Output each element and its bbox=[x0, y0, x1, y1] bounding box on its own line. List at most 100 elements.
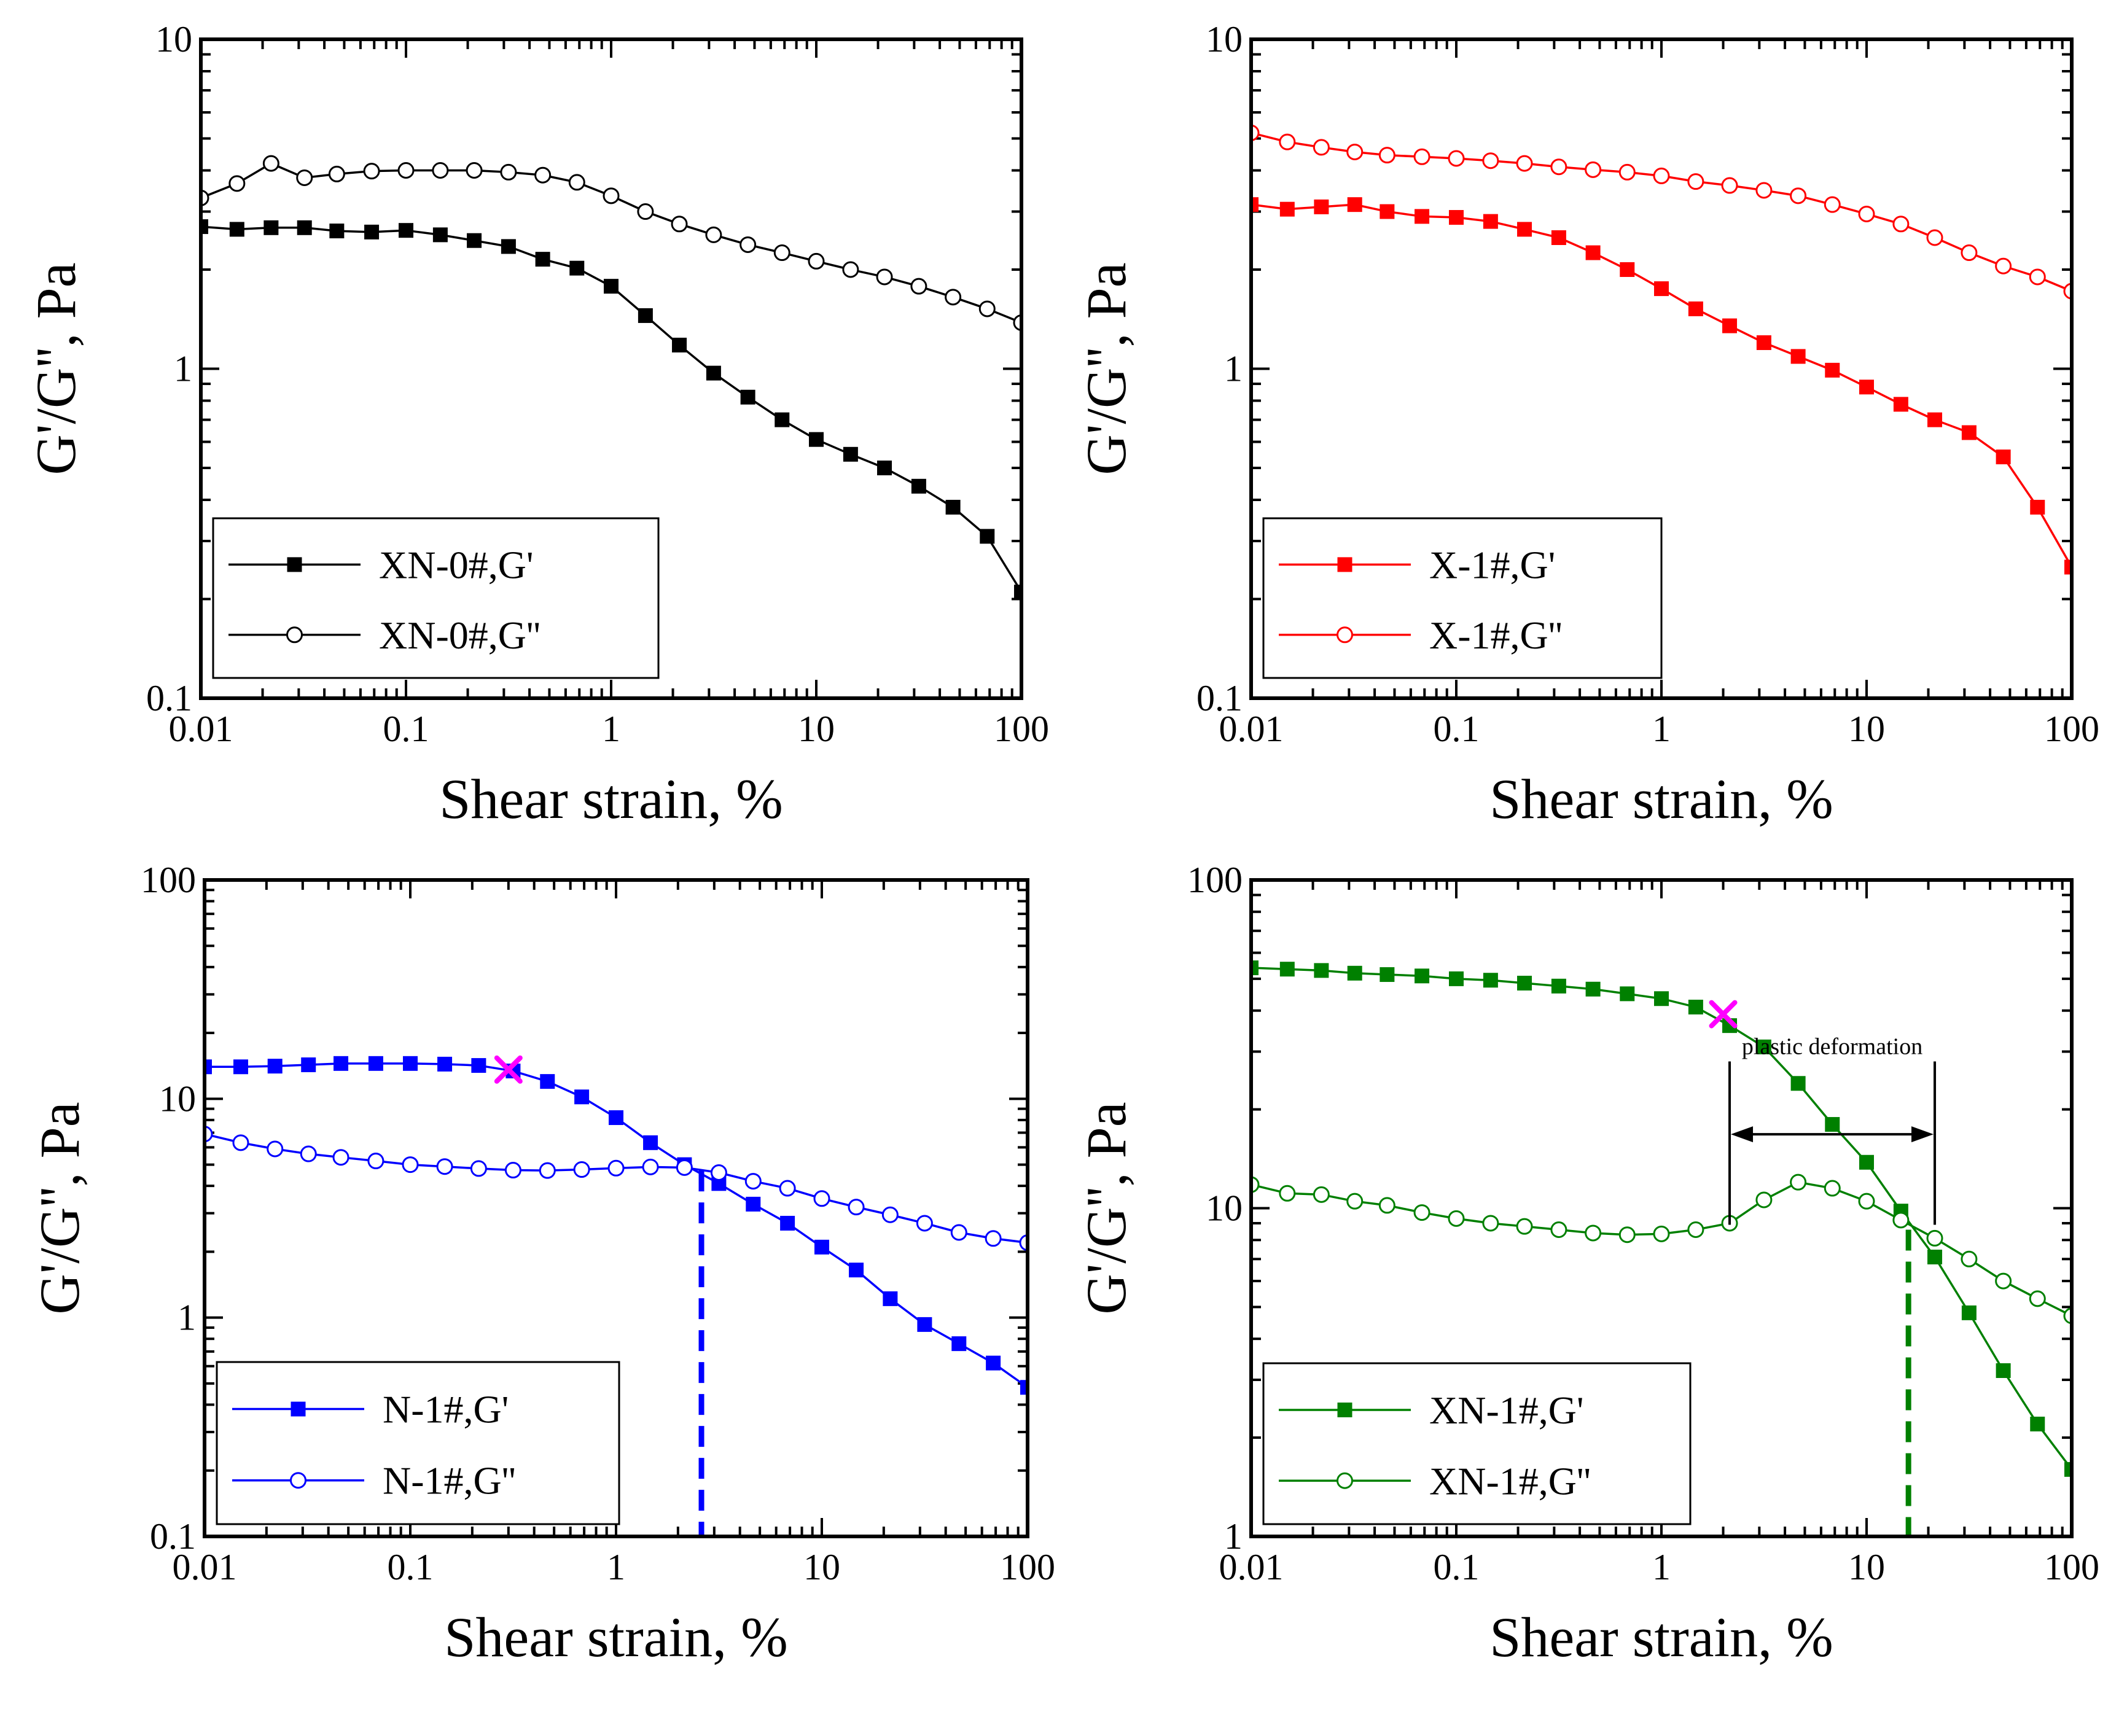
data-point bbox=[1824, 1180, 1841, 1197]
legend-label: X-1#,G'' bbox=[1429, 613, 1563, 657]
y-tick-label: 1 bbox=[174, 349, 192, 389]
data-point bbox=[1790, 1076, 1806, 1091]
data-point bbox=[710, 1164, 727, 1181]
data-point bbox=[1927, 412, 1943, 427]
data-point bbox=[1314, 199, 1329, 214]
data-point bbox=[603, 187, 620, 204]
x-tick-label: 1 bbox=[602, 709, 620, 749]
data-point bbox=[301, 1057, 316, 1072]
data-point bbox=[1279, 201, 1295, 217]
legend-marker bbox=[1337, 1402, 1352, 1417]
y-tick-label: 10 bbox=[155, 19, 192, 60]
data-point bbox=[1415, 209, 1430, 224]
legend-marker bbox=[287, 557, 302, 572]
y-axis-label: G'/G'', Pa bbox=[1075, 1102, 1138, 1314]
legend-label: XN-1#,G'' bbox=[1429, 1459, 1591, 1503]
data-point bbox=[775, 412, 790, 427]
data-point bbox=[813, 1190, 830, 1207]
data-point bbox=[1961, 244, 1978, 262]
x-tick-label: 1 bbox=[1652, 709, 1671, 749]
plot-area bbox=[1251, 960, 2072, 1477]
x-tick-label: 10 bbox=[798, 709, 835, 749]
data-point bbox=[609, 1110, 623, 1126]
data-point bbox=[780, 1215, 795, 1231]
data-point bbox=[297, 220, 312, 235]
data-point bbox=[1825, 1117, 1840, 1132]
series-g-prime bbox=[1251, 197, 2072, 575]
data-point bbox=[848, 1199, 865, 1216]
data-point bbox=[1620, 986, 1635, 1002]
data-point bbox=[1790, 1174, 1807, 1191]
data-point bbox=[1926, 229, 1943, 246]
chart-panel-bottom-right: 0.01 0.1 1 10 100 1 10 100 Shear strain, % G'/G''… bbox=[1075, 860, 2099, 1668]
legend: N-1#,G' N-1#,G'' bbox=[216, 1361, 620, 1525]
region-label: plastic deformation bbox=[1742, 1033, 1922, 1059]
data-point bbox=[1380, 204, 1395, 219]
data-point bbox=[504, 1162, 521, 1179]
plot-area bbox=[1251, 124, 2072, 575]
data-point bbox=[1378, 147, 1395, 164]
data-point bbox=[876, 268, 893, 286]
data-point bbox=[1346, 1193, 1364, 1210]
yield-point-marker bbox=[494, 1055, 523, 1084]
data-point bbox=[1449, 210, 1464, 225]
data-point bbox=[1721, 177, 1738, 194]
x-tick-label: 0.01 bbox=[1219, 709, 1284, 749]
data-point bbox=[1585, 1224, 1602, 1242]
y-axis-label: G'/G'', Pa bbox=[25, 262, 87, 475]
data-point bbox=[1448, 150, 1465, 167]
data-point bbox=[500, 163, 517, 181]
data-point bbox=[950, 1224, 967, 1241]
legend-label: XN-0#,G' bbox=[379, 543, 534, 586]
data-point bbox=[706, 365, 721, 381]
y-tick-label: 10 bbox=[1206, 19, 1243, 60]
y-axis-label: G'/G'', Pa bbox=[28, 1102, 91, 1314]
data-point bbox=[1654, 991, 1669, 1006]
data-point bbox=[1415, 968, 1430, 984]
data-point bbox=[916, 1215, 933, 1232]
x-tick-label: 10 bbox=[803, 1547, 840, 1587]
y-tick-label: 10 bbox=[1206, 1188, 1243, 1229]
x-tick-label: 1 bbox=[1652, 1547, 1671, 1587]
legend-box bbox=[212, 517, 660, 679]
data-point bbox=[676, 1159, 693, 1176]
data-point bbox=[1892, 1212, 1910, 1229]
data-point bbox=[2030, 499, 2045, 515]
legend: XN-1#,G' XN-1#,G'' bbox=[1262, 1362, 1692, 1525]
x-tick-label: 0.1 bbox=[383, 709, 429, 749]
data-point bbox=[263, 220, 279, 235]
plastic-deformation-annotation: plastic deformation bbox=[1728, 1033, 1937, 1225]
data-point bbox=[1688, 999, 1703, 1014]
data-point bbox=[1961, 425, 1977, 440]
data-point bbox=[642, 1158, 659, 1175]
data-point bbox=[671, 216, 688, 233]
y-tick-label: 10 bbox=[159, 1078, 196, 1119]
y-tick-label: 0.1 bbox=[150, 1516, 196, 1557]
data-point bbox=[1279, 962, 1295, 977]
x-axis-label: Shear strain, % bbox=[1489, 1606, 1833, 1668]
data-point bbox=[329, 224, 345, 239]
legend-label: N-1#,G' bbox=[383, 1388, 509, 1431]
data-point bbox=[1858, 205, 1875, 222]
data-point bbox=[1756, 1039, 1771, 1054]
data-point bbox=[1482, 1215, 1499, 1232]
x-axis-label: Shear strain, % bbox=[444, 1606, 788, 1668]
data-point bbox=[1893, 397, 1908, 412]
series-line bbox=[1251, 203, 2072, 568]
data-point bbox=[1585, 245, 1601, 260]
series-g-prime bbox=[205, 1056, 1028, 1395]
data-point bbox=[773, 244, 790, 262]
legend-box bbox=[1262, 1362, 1692, 1525]
data-point bbox=[436, 1158, 453, 1175]
data-point bbox=[1755, 182, 1773, 199]
data-point bbox=[397, 162, 415, 179]
data-point bbox=[917, 1317, 932, 1332]
legend-marker bbox=[1337, 1472, 1353, 1489]
x-tick-label: 10 bbox=[1848, 1547, 1885, 1587]
data-point bbox=[1996, 450, 2011, 465]
plot-area bbox=[201, 155, 1021, 600]
data-point bbox=[1859, 1154, 1874, 1170]
data-point bbox=[1380, 967, 1395, 983]
y-axis-label: G'/G'', Pa bbox=[1075, 262, 1138, 475]
